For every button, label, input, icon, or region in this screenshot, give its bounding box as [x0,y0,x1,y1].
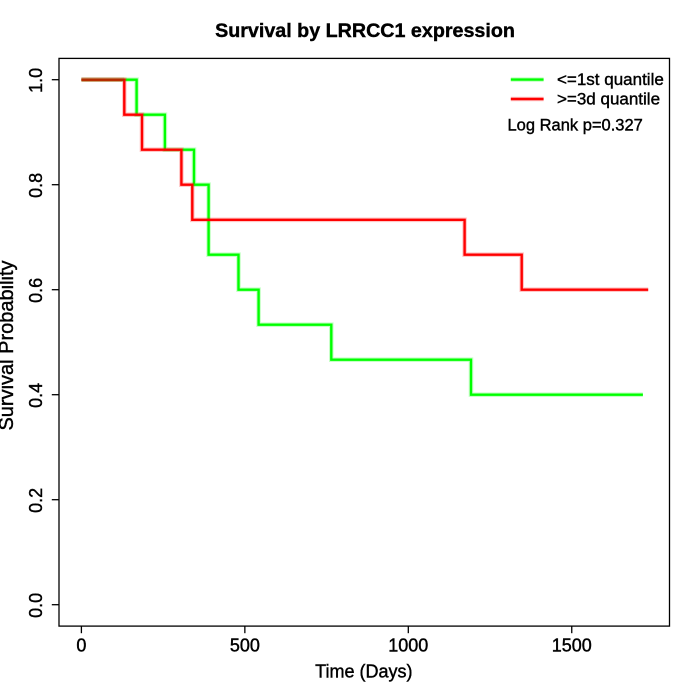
svg-text:Time (Days): Time (Days) [315,662,412,682]
svg-text:Survival Probability: Survival Probability [0,260,18,430]
svg-text:<=1st quantile: <=1st quantile [557,70,664,89]
svg-text:Survival by LRRCC1 expression: Survival by LRRCC1 expression [215,20,515,42]
svg-text:0.0: 0.0 [26,593,46,618]
svg-text:0.8: 0.8 [26,173,46,198]
svg-text:1500: 1500 [552,636,592,656]
svg-text:1.0: 1.0 [26,68,46,93]
svg-text:0.6: 0.6 [26,278,46,303]
svg-text:0.2: 0.2 [26,488,46,513]
svg-text:0.4: 0.4 [26,383,46,408]
svg-text:>=3d quantile: >=3d quantile [557,89,660,108]
svg-text:1000: 1000 [388,636,428,656]
svg-text:Log Rank p=0.327: Log Rank p=0.327 [508,117,643,135]
svg-text:500: 500 [230,636,260,656]
svg-text:0: 0 [76,636,86,656]
